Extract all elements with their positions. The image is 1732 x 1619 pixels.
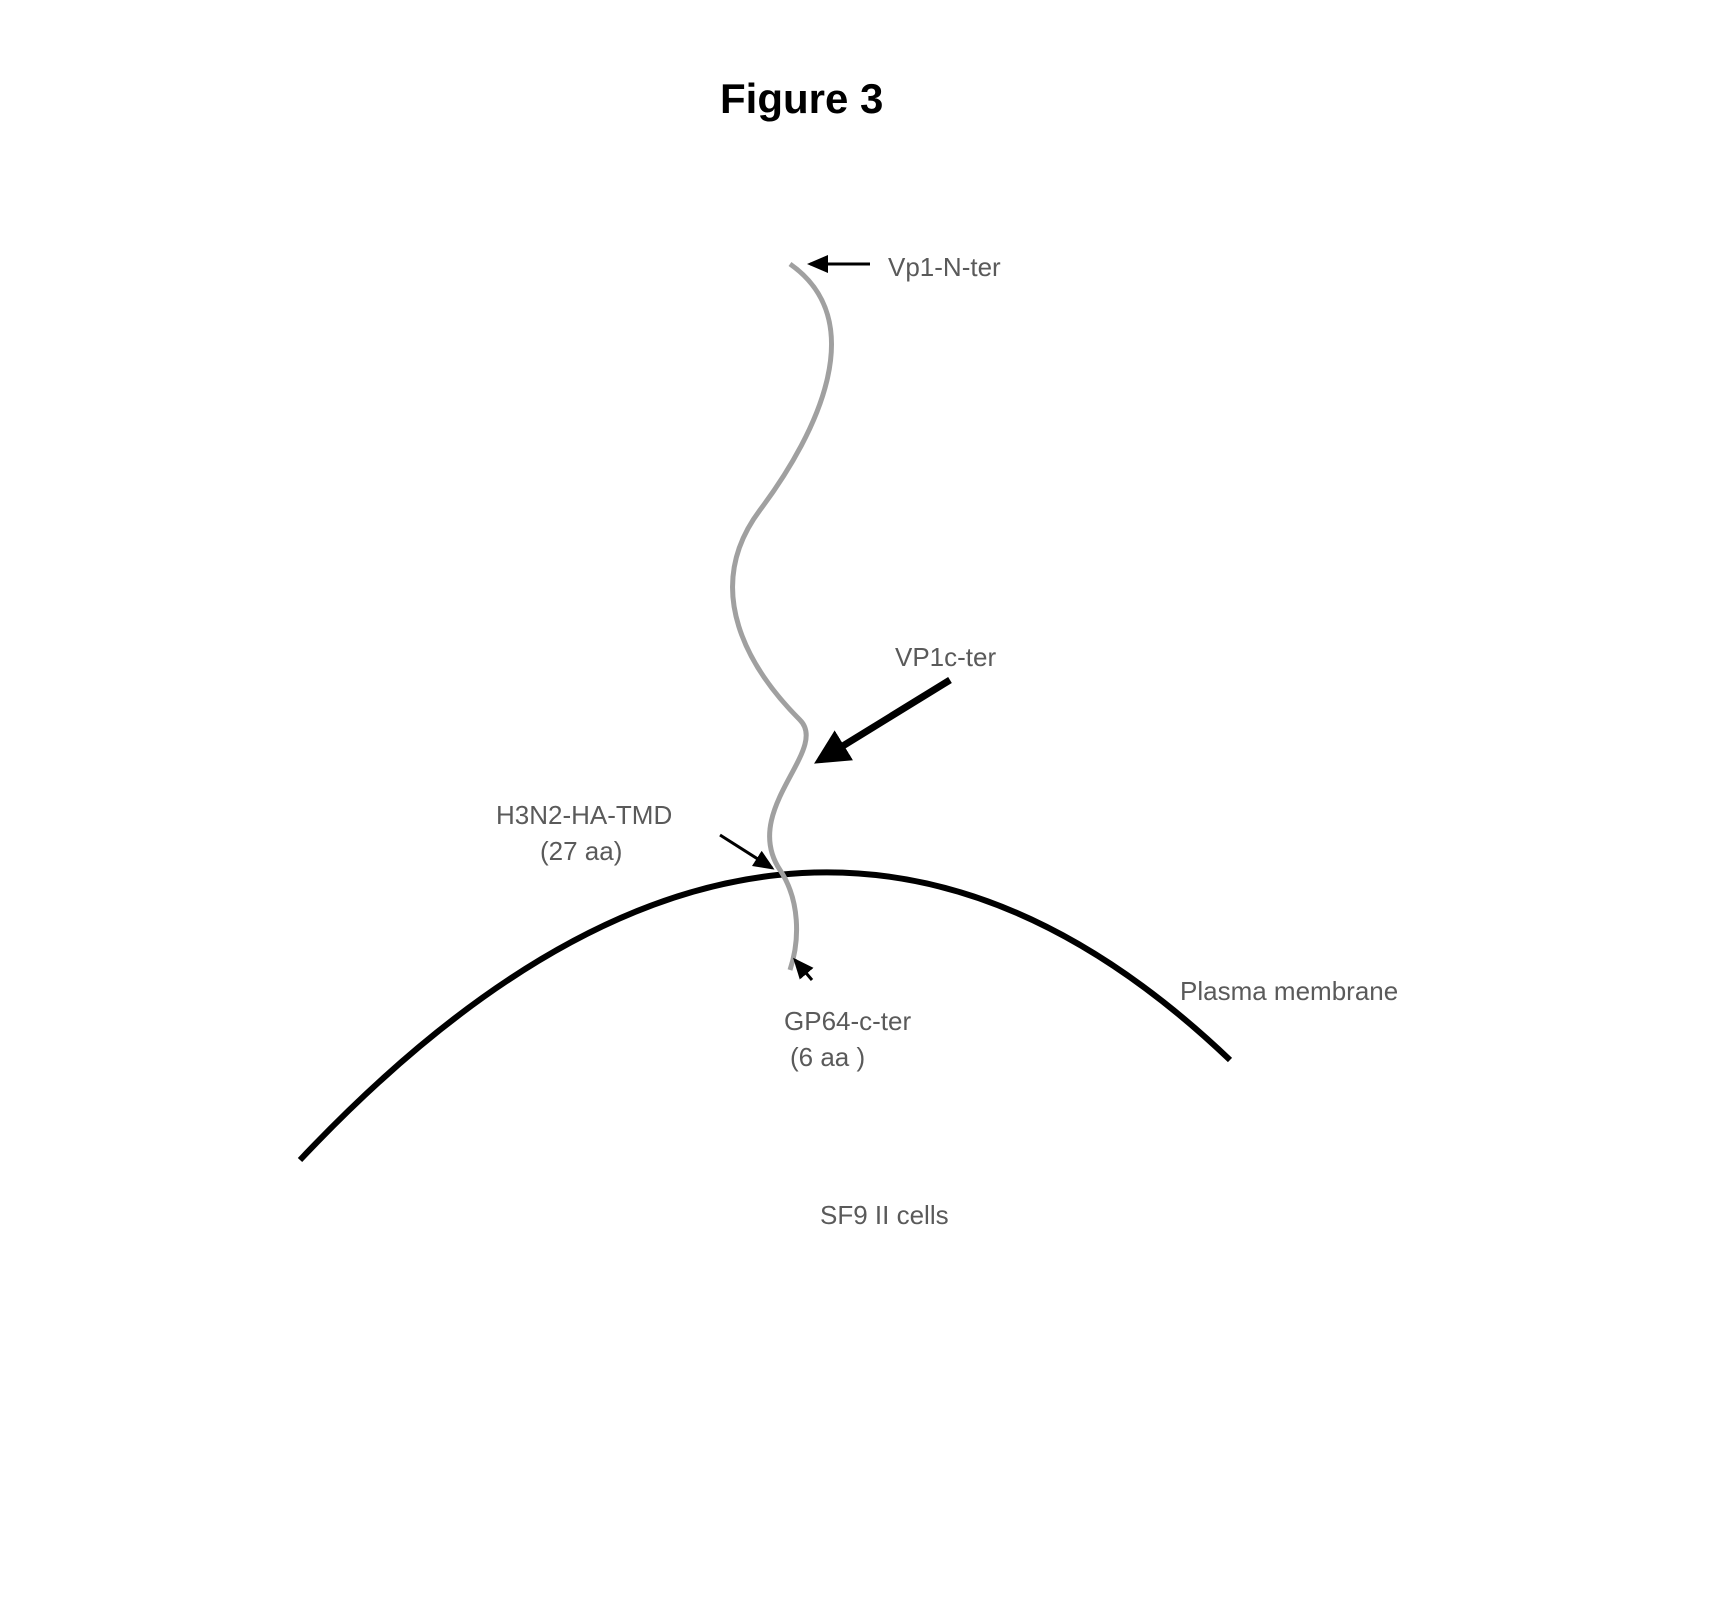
label-gp64-line2: (6 aa ): [790, 1042, 865, 1073]
label-h3n2-line2: (27 aa): [540, 836, 622, 867]
protein-curve: [733, 264, 832, 970]
figure-container: Figure 3 Vp1-N-ter VP1c-ter H3N2-HA-TMD …: [0, 0, 1732, 1619]
label-vp1-c-ter: VP1c-ter: [895, 642, 996, 673]
label-plasma-membrane: Plasma membrane: [1180, 976, 1398, 1007]
label-gp64-line1: GP64-c-ter: [784, 1006, 911, 1037]
label-h3n2-line1: H3N2-HA-TMD: [496, 800, 672, 831]
label-sf9-cells: SF9 II cells: [820, 1200, 949, 1231]
arrow-h3n2: [720, 835, 772, 868]
arrow-vp1-c-ter: [820, 680, 950, 760]
diagram-svg: [0, 0, 1732, 1619]
plasma-membrane-arc: [300, 872, 1230, 1160]
label-vp1-n-ter: Vp1-N-ter: [888, 252, 1001, 283]
arrow-gp64: [795, 960, 812, 980]
